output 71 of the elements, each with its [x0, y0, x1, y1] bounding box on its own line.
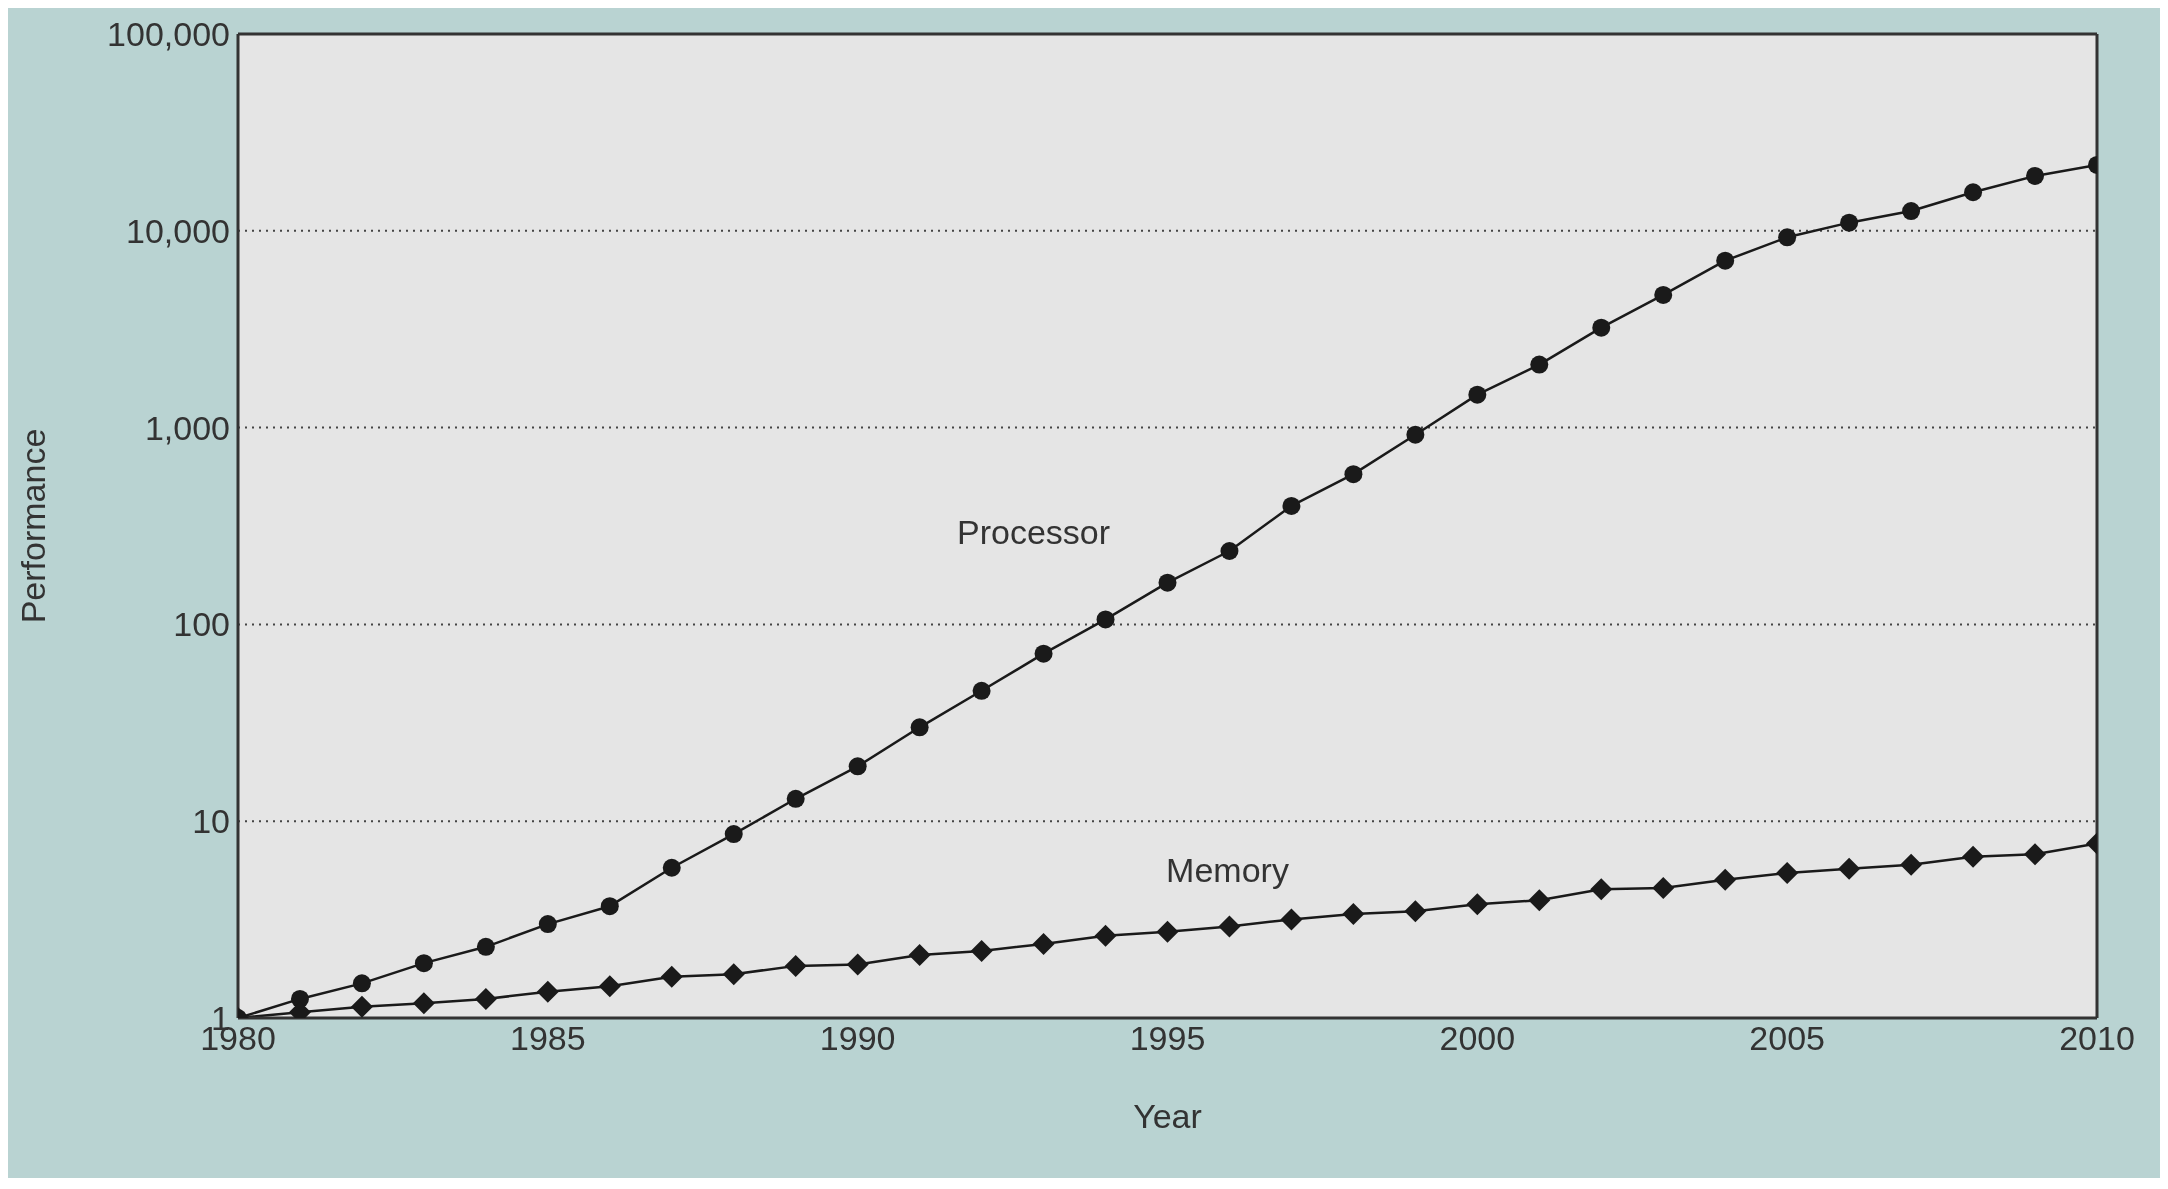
point — [970, 940, 993, 962]
y-axis-title: Performance — [14, 428, 53, 624]
point — [1778, 228, 1797, 247]
point — [536, 980, 559, 1003]
series-label: Processor — [957, 512, 1111, 551]
point — [1468, 385, 1487, 404]
point — [598, 975, 621, 998]
series-label: Memory — [1166, 850, 1289, 889]
point — [474, 987, 497, 1010]
point — [908, 944, 931, 966]
point — [1528, 889, 1551, 912]
point — [1218, 915, 1241, 938]
y-tick-label: 1,000 — [144, 408, 230, 447]
point — [1342, 902, 1365, 925]
point — [600, 897, 619, 916]
point — [660, 965, 683, 988]
point — [1404, 900, 1427, 923]
point — [786, 789, 805, 808]
point — [1032, 932, 1055, 955]
y-tick-label: 10 — [192, 802, 230, 841]
point — [350, 995, 373, 1018]
point — [1590, 878, 1613, 901]
point — [1096, 610, 1115, 629]
point — [414, 954, 433, 973]
point — [1838, 857, 1861, 880]
y-tick-label: 100,000 — [107, 15, 230, 54]
point — [1592, 318, 1611, 337]
x-tick-label: 1995 — [1129, 1019, 1206, 1058]
point — [2024, 843, 2047, 866]
point — [1282, 496, 1301, 515]
point — [1220, 542, 1239, 561]
point — [1654, 285, 1673, 304]
point — [1530, 355, 1549, 374]
point — [1158, 573, 1177, 592]
point — [784, 954, 807, 977]
point — [1716, 251, 1735, 270]
x-tick-label: 1985 — [510, 1019, 586, 1058]
point — [1964, 183, 1983, 202]
y-tick-label: 100 — [173, 605, 230, 644]
point — [1652, 876, 1675, 899]
x-axis-title: Year — [1133, 1097, 1202, 1135]
point — [1714, 868, 1737, 891]
point — [972, 681, 991, 700]
point — [476, 937, 495, 956]
point — [1840, 213, 1859, 232]
point — [352, 974, 371, 993]
point — [662, 858, 681, 877]
point — [1094, 924, 1117, 947]
x-tick-label: 2000 — [1439, 1019, 1516, 1058]
point — [1156, 920, 1179, 943]
point — [1962, 845, 1985, 868]
point — [1034, 644, 1053, 663]
point — [846, 953, 869, 976]
point — [1406, 425, 1425, 444]
point — [1344, 465, 1363, 484]
point — [1776, 861, 1799, 884]
point — [848, 757, 867, 776]
x-tick-label: 2005 — [1749, 1019, 1825, 1058]
point — [724, 825, 743, 844]
point — [412, 992, 435, 1015]
x-tick-label: 1990 — [819, 1019, 896, 1058]
point — [538, 915, 557, 934]
x-tick-label: 2010 — [2059, 1019, 2135, 1058]
point — [2026, 166, 2045, 185]
point — [1466, 893, 1489, 916]
y-tick-label: 10,000 — [126, 211, 230, 250]
point — [910, 718, 929, 737]
point — [1900, 853, 1923, 876]
point — [1902, 202, 1921, 221]
point — [722, 963, 745, 986]
point — [1280, 908, 1303, 931]
